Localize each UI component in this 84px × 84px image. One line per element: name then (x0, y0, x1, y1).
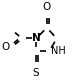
Text: NH: NH (51, 46, 66, 56)
Text: N: N (32, 34, 40, 44)
Text: O: O (43, 2, 51, 12)
Text: O: O (2, 42, 10, 52)
Text: S: S (33, 68, 39, 78)
